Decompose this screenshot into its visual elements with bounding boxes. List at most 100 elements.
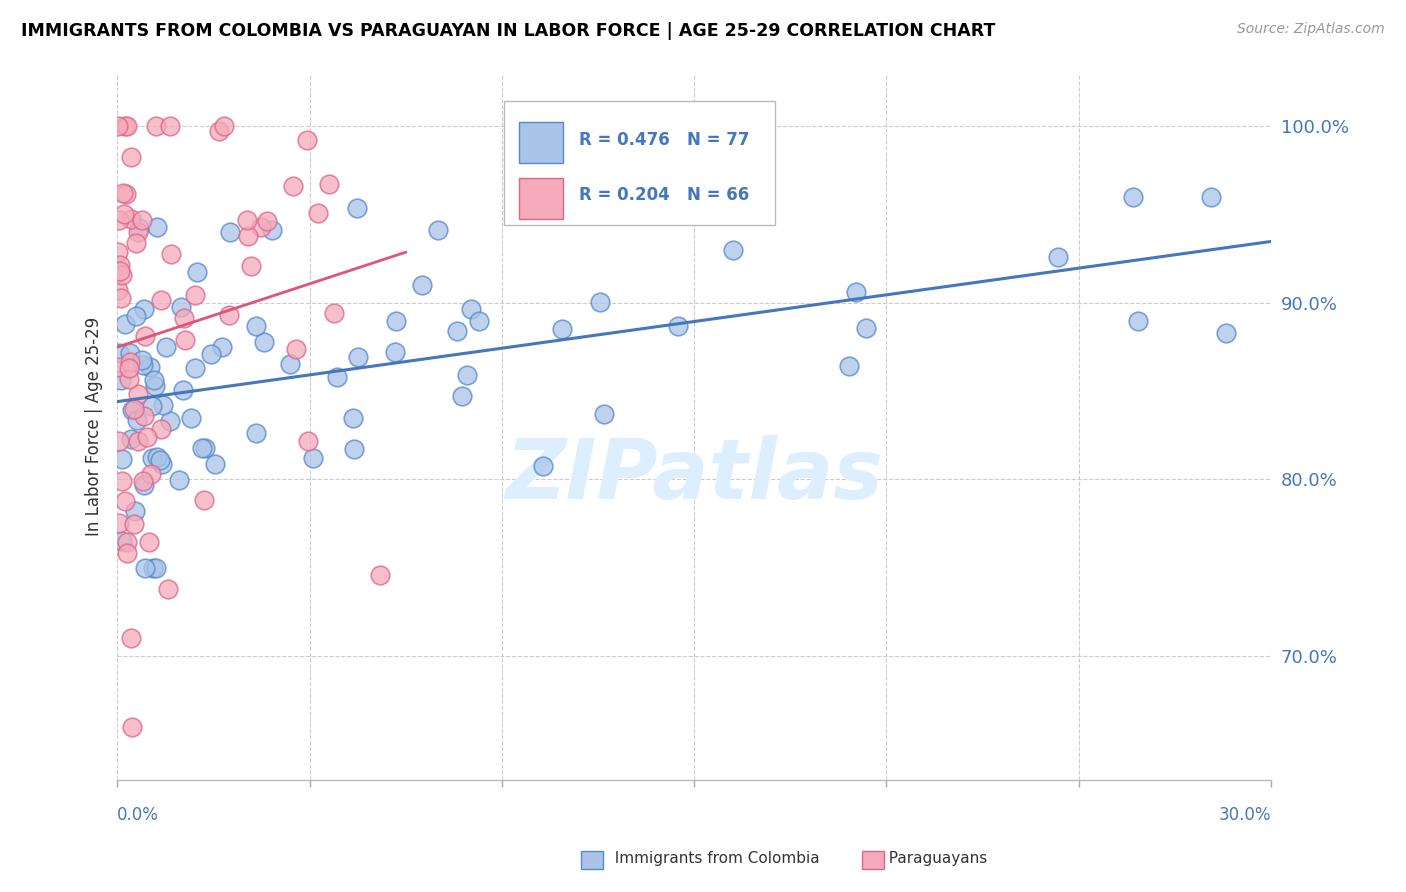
Point	[146, 220, 169, 235]
Point	[120, 150, 142, 164]
Point	[149, 452, 172, 467]
Text: Immigrants from Colombia: Immigrants from Colombia	[605, 851, 820, 865]
Point	[456, 368, 478, 382]
Point	[111, 475, 134, 489]
Point	[190, 441, 212, 455]
Point	[110, 534, 132, 549]
Point	[121, 720, 143, 734]
Point	[343, 442, 366, 456]
Point	[145, 119, 167, 133]
Point	[211, 340, 233, 354]
Point	[115, 186, 138, 201]
Point	[141, 450, 163, 465]
Point	[346, 201, 368, 215]
Point	[131, 353, 153, 368]
Point	[236, 212, 259, 227]
Point	[120, 212, 142, 227]
Point	[200, 347, 222, 361]
Point	[132, 301, 155, 316]
Point	[142, 560, 165, 574]
Point	[845, 285, 868, 299]
Point	[107, 284, 129, 298]
Point	[132, 474, 155, 488]
Point	[107, 244, 129, 259]
Point	[108, 434, 131, 449]
Point	[342, 410, 364, 425]
Text: ZIPatlas: ZIPatlas	[505, 435, 883, 516]
Point	[250, 220, 273, 235]
Point	[186, 264, 208, 278]
Point	[120, 631, 142, 645]
Point	[112, 186, 135, 201]
Point	[1199, 189, 1222, 203]
Point	[127, 387, 149, 401]
Point	[111, 451, 134, 466]
Point	[114, 119, 136, 133]
Point	[120, 346, 142, 360]
Point	[120, 433, 142, 447]
Point	[278, 357, 301, 371]
Point	[150, 293, 173, 308]
Point	[125, 413, 148, 427]
Point	[318, 177, 340, 191]
Point	[302, 450, 325, 465]
Point	[193, 441, 215, 455]
Point	[323, 306, 346, 320]
Point	[212, 119, 235, 133]
Point	[173, 310, 195, 325]
Point	[297, 434, 319, 449]
Point	[451, 389, 474, 403]
Point	[115, 535, 138, 549]
Point	[218, 225, 240, 239]
Point	[183, 360, 205, 375]
Point	[141, 467, 163, 482]
Point	[112, 207, 135, 221]
Point	[111, 268, 134, 283]
Point	[115, 546, 138, 560]
Point	[174, 333, 197, 347]
Point	[723, 244, 745, 258]
Point	[384, 344, 406, 359]
Point	[118, 372, 141, 386]
Point	[138, 535, 160, 549]
Point	[368, 567, 391, 582]
Text: R = 0.476   N = 77: R = 0.476 N = 77	[579, 131, 749, 149]
Point	[134, 328, 156, 343]
Point	[236, 229, 259, 244]
Point	[252, 334, 274, 349]
Point	[170, 300, 193, 314]
Point	[152, 398, 174, 412]
Point	[172, 383, 194, 397]
Point	[1122, 189, 1144, 203]
Point	[110, 264, 132, 278]
Y-axis label: In Labor Force | Age 25-29: In Labor Force | Age 25-29	[86, 317, 103, 536]
FancyBboxPatch shape	[519, 122, 562, 163]
Point	[118, 361, 141, 376]
Point	[134, 560, 156, 574]
Point	[589, 295, 612, 310]
Point	[1128, 314, 1150, 328]
Point	[1215, 326, 1237, 340]
Point	[666, 319, 689, 334]
Point	[125, 309, 148, 323]
Point	[307, 206, 329, 220]
Text: Paraguayans: Paraguayans	[879, 851, 987, 865]
Point	[143, 379, 166, 393]
Point	[159, 414, 181, 428]
Point	[218, 308, 240, 322]
Point	[531, 459, 554, 474]
Point	[240, 259, 263, 273]
Point	[131, 213, 153, 227]
Point	[139, 359, 162, 374]
Point	[160, 246, 183, 260]
Point	[245, 318, 267, 333]
Point	[107, 119, 129, 133]
Text: Source: ZipAtlas.com: Source: ZipAtlas.com	[1237, 22, 1385, 37]
Point	[411, 278, 433, 293]
Point	[167, 473, 190, 487]
Text: 30.0%: 30.0%	[1219, 806, 1271, 824]
Point	[135, 430, 157, 444]
Text: IMMIGRANTS FROM COLOMBIA VS PARAGUAYAN IN LABOR FORCE | AGE 25-29 CORRELATION CH: IMMIGRANTS FROM COLOMBIA VS PARAGUAYAN I…	[21, 22, 995, 40]
Point	[132, 409, 155, 424]
Point	[245, 426, 267, 441]
